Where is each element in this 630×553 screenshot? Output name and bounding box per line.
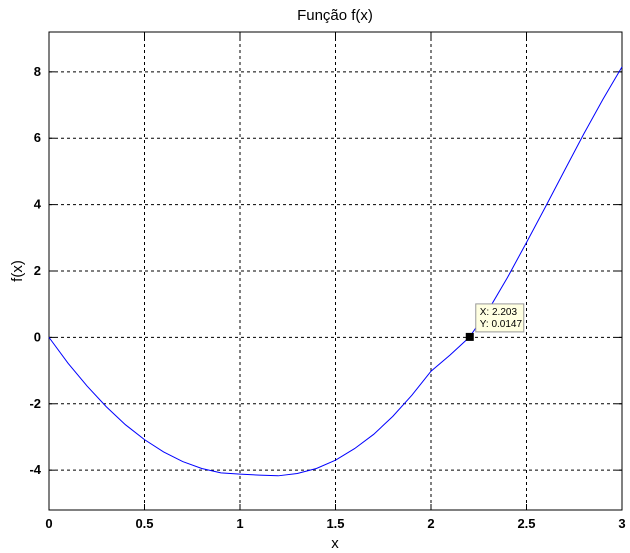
datatip-y-text: Y: 0.0147 <box>480 319 523 330</box>
x-tick-label: 0.5 <box>135 516 153 531</box>
x-axis-label: x <box>331 535 339 552</box>
y-tick-label: 8 <box>34 64 41 79</box>
x-tick-label: 3 <box>618 516 625 531</box>
x-gridlines <box>144 32 527 510</box>
y-tick-label: 0 <box>34 329 41 344</box>
y-tick-label: 4 <box>34 197 42 212</box>
y-tick-label: 2 <box>34 263 41 278</box>
series-layer <box>48 66 623 477</box>
x-tick-label: 2.5 <box>517 516 535 531</box>
datatip-box <box>475 303 525 333</box>
x-tick-label: 2 <box>427 516 434 531</box>
chart-title: Função f(x) <box>297 7 373 24</box>
datatip-x-text: X: 2.203 <box>480 307 518 318</box>
y-tick-label: -4 <box>29 462 41 477</box>
datatip-marker[interactable] <box>465 332 474 341</box>
x-tick-label: 1.5 <box>326 516 344 531</box>
y-axis-label: f(x) <box>9 260 26 282</box>
series-line-0 <box>48 66 623 477</box>
y-axis-ticks: -4 -2 0 2 4 6 8 <box>29 64 622 477</box>
x-axis-ticks: 0 0.5 1 1.5 2 2.5 3 <box>45 32 626 531</box>
x-tick-label: 1 <box>236 516 243 531</box>
y-tick-label: 6 <box>34 130 41 145</box>
x-tick-label: 0 <box>45 516 52 531</box>
y-tick-label: -2 <box>29 396 41 411</box>
